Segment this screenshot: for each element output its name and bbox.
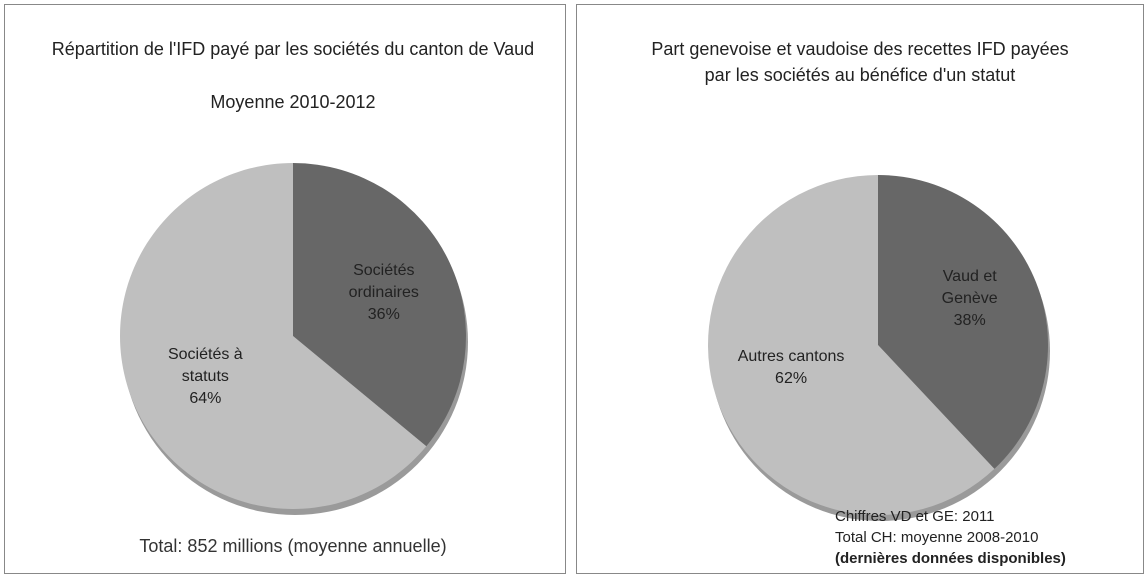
chart-title-text: Répartition de l'IFD payé par les sociét… [51,39,535,59]
slice-label: Sociétés à statuts 64% [150,344,260,410]
annotation: (dernières données disponibles) [835,548,1145,569]
slice-label: Autres cantons 62% [736,346,846,390]
chart-title: Répartition de l'IFD payé par les sociét… [40,36,546,62]
pie-slice [878,175,1048,469]
pie-slice [293,163,466,447]
annotation: Total CH: moyenne 2008-2010 [835,527,1145,548]
annotation-text: Total CH: moyenne 2008-2010 [835,529,1039,546]
chart-title: Part genevoise et vaudoise des recettes … [640,36,1080,88]
category-label: Vaud et Genève [941,267,998,307]
slice-label: Vaud et Genève 38% [915,266,1025,332]
annotation-text: (dernières données disponibles) [835,550,1066,567]
annotation: Chiffres VD et GE: 2011 [835,506,1145,527]
subtitle-text: Moyenne 2010-2012 [210,92,376,112]
pie-slice [708,175,995,515]
chart-title-text: Part genevoise et vaudoise des recettes … [651,39,1069,85]
annotation-text: Chiffres VD et GE: 2011 [835,508,995,525]
value-label: 38% [953,311,986,329]
slice-label: Sociétés ordinaires 36% [329,260,439,326]
value-label: 36% [367,306,400,324]
value-label: 62% [775,370,808,388]
annotation-text: Total: 852 millions (moyenne annuelle) [139,536,447,556]
pie-slice [119,163,427,510]
category-label: Autres cantons [737,348,845,366]
value-label: 64% [189,390,222,408]
category-label: Sociétés ordinaires [348,262,419,302]
chart-subtitle: Moyenne 2010-2012 [40,92,546,113]
category-label: Sociétés à statuts [167,346,243,386]
annotation: Total: 852 millions (moyenne annuelle) [40,536,546,557]
